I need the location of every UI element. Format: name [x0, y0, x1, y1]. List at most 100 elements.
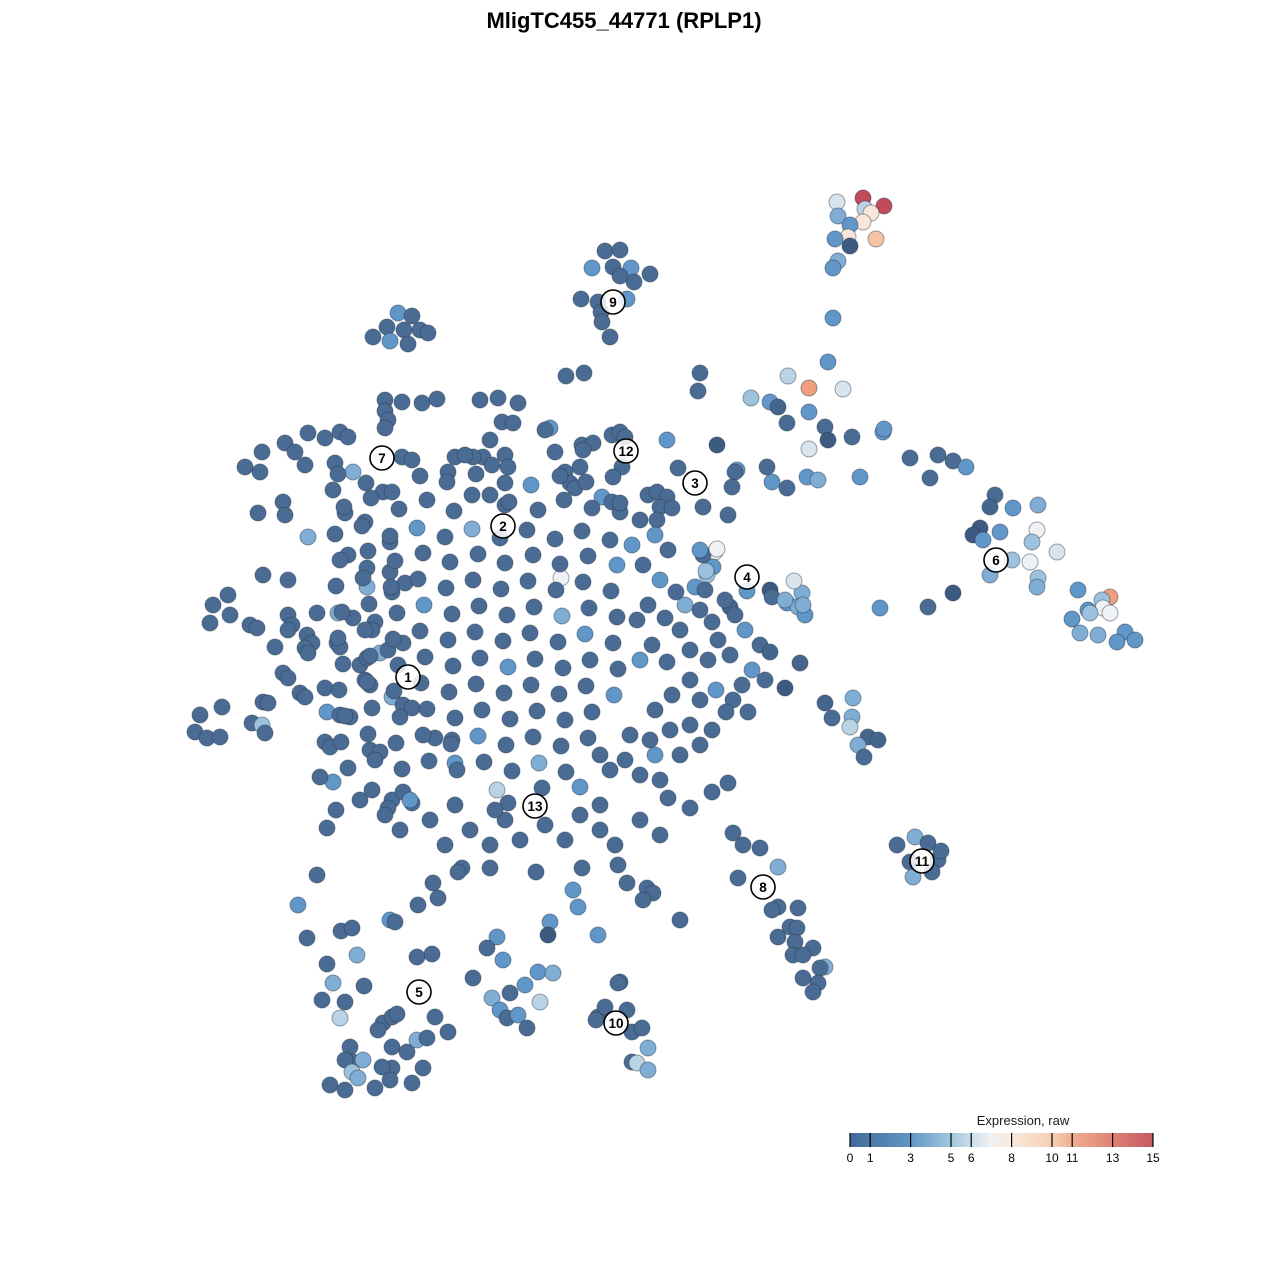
data-point: [211, 728, 229, 746]
data-point: [389, 304, 407, 322]
data-point: [681, 799, 699, 817]
data-point: [504, 414, 522, 432]
data-point: [544, 964, 562, 982]
data-point: [593, 313, 611, 331]
data-point: [511, 831, 529, 849]
data-point: [501, 710, 519, 728]
data-point: [436, 528, 454, 546]
cluster-label: 2: [490, 513, 516, 539]
data-point: [488, 781, 506, 799]
data-point: [546, 530, 564, 548]
legend-tick-label: 0: [847, 1151, 854, 1165]
data-point: [769, 398, 787, 416]
data-point: [824, 259, 842, 277]
data-point: [579, 547, 597, 565]
data-point: [661, 721, 679, 739]
data-point: [944, 584, 962, 602]
data-point: [381, 1071, 399, 1089]
data-point: [444, 657, 462, 675]
data-point: [724, 691, 742, 709]
data-point: [646, 746, 664, 764]
data-point: [501, 984, 519, 1002]
data-point: [776, 591, 794, 609]
data-point: [497, 736, 515, 754]
data-point: [1081, 604, 1099, 622]
data-point: [461, 821, 479, 839]
data-point: [639, 1061, 657, 1079]
data-point: [550, 685, 568, 703]
data-point: [804, 983, 822, 1001]
cluster-label: 3: [682, 470, 708, 496]
data-point: [557, 763, 575, 781]
data-point: [299, 424, 317, 442]
data-point: [483, 989, 501, 1007]
data-point: [286, 443, 304, 461]
data-point: [691, 541, 709, 559]
data-point: [336, 1081, 354, 1099]
cluster-label-number: 6: [992, 553, 1000, 568]
data-point: [311, 768, 329, 786]
data-point: [1126, 631, 1144, 649]
cluster-label: 12: [613, 438, 639, 464]
data-point: [719, 506, 737, 524]
data-point: [643, 636, 661, 654]
data-point: [403, 1074, 421, 1092]
data-point: [492, 580, 510, 598]
data-point: [383, 483, 401, 501]
data-point: [299, 644, 317, 662]
cluster-label: 7: [369, 445, 395, 471]
data-point: [577, 473, 595, 491]
data-point: [648, 511, 666, 529]
cluster-label-number: 4: [743, 570, 751, 585]
data-point: [525, 598, 543, 616]
data-point: [663, 686, 681, 704]
data-point: [437, 579, 455, 597]
data-point: [606, 836, 624, 854]
data-point: [393, 760, 411, 778]
data-point: [496, 474, 514, 492]
cluster-label-circle: [600, 289, 626, 315]
data-point: [719, 774, 737, 792]
data-point: [494, 632, 512, 650]
data-point: [581, 651, 599, 669]
data-point: [473, 701, 491, 719]
data-point: [353, 517, 371, 535]
data-point: [932, 842, 950, 860]
data-point: [395, 321, 413, 339]
data-point: [739, 703, 757, 721]
data-point: [343, 919, 361, 937]
data-point: [336, 707, 354, 725]
data-point: [471, 649, 489, 667]
data-point: [386, 913, 404, 931]
data-point: [539, 926, 557, 944]
data-point: [778, 479, 796, 497]
data-point: [901, 449, 919, 467]
data-point: [524, 728, 542, 746]
data-point: [671, 621, 689, 639]
data-point: [819, 431, 837, 449]
data-point: [445, 502, 463, 520]
data-point: [411, 467, 429, 485]
data-point: [1069, 581, 1087, 599]
data-point: [439, 1023, 457, 1041]
data-point: [957, 458, 975, 476]
data-point: [299, 528, 317, 546]
data-point: [249, 504, 267, 522]
data-point: [611, 494, 629, 512]
data-point: [646, 701, 664, 719]
data-point: [639, 1039, 657, 1057]
data-point: [604, 634, 622, 652]
data-point: [414, 726, 432, 744]
data-point: [663, 499, 681, 517]
data-point: [509, 394, 527, 412]
data-point: [639, 596, 657, 614]
data-point: [376, 806, 394, 824]
data-point: [717, 703, 735, 721]
data-point: [573, 859, 591, 877]
data-point: [496, 811, 514, 829]
data-point: [518, 1019, 536, 1037]
cluster-label-circle: [682, 470, 708, 496]
data-point: [359, 725, 377, 743]
data-point: [331, 551, 349, 569]
